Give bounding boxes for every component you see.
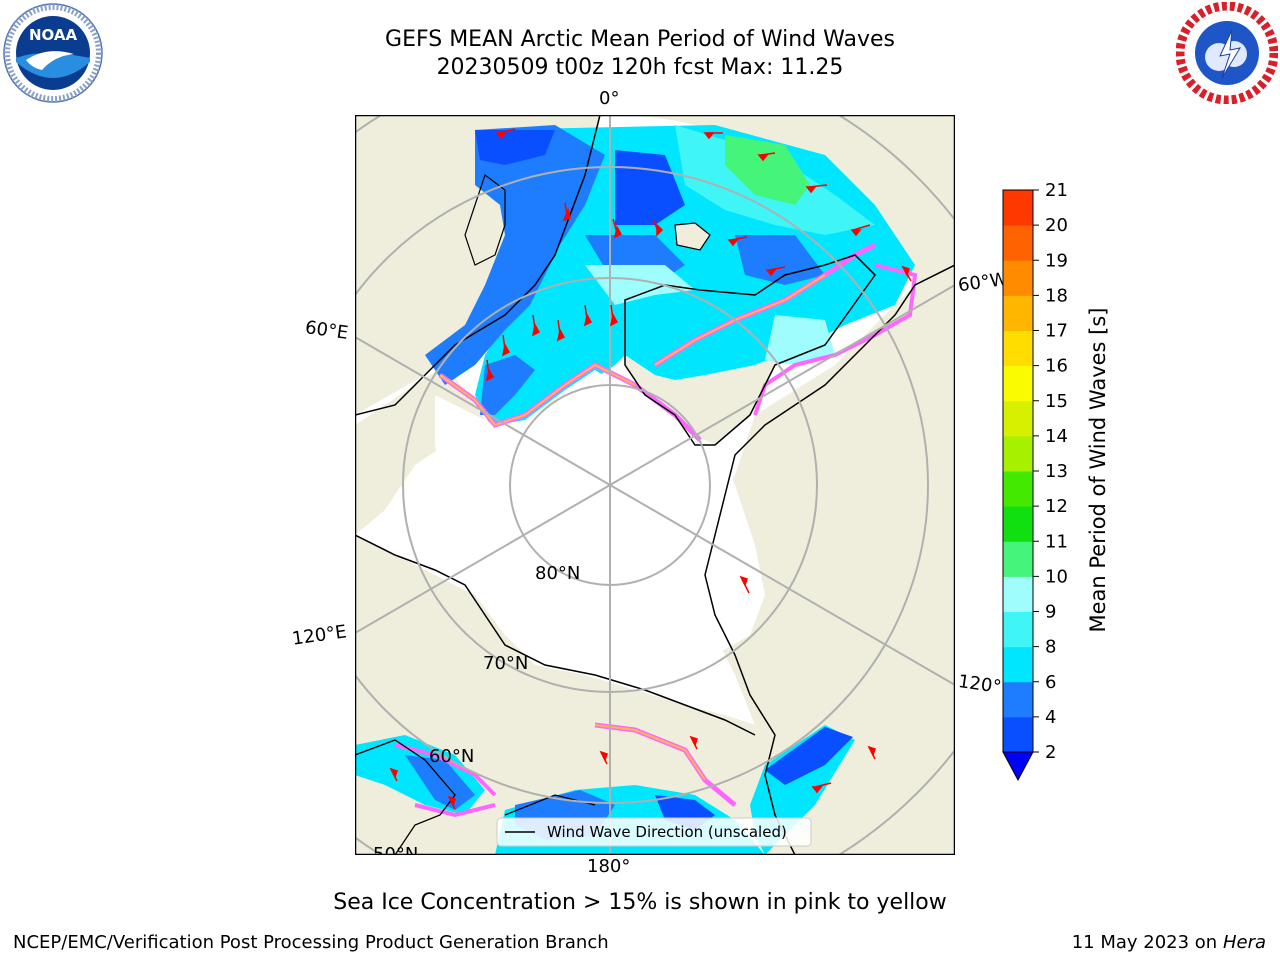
colorbar-segment — [1003, 365, 1033, 402]
colorbar-segment — [1003, 330, 1033, 367]
lon-label-0: 0° — [599, 88, 620, 109]
footer-date: 11 May 2023 on — [1071, 932, 1218, 953]
lat-label-70n: 70°N — [483, 653, 528, 674]
colorbar-tick-label: 6 — [1045, 672, 1056, 693]
colorbar-tick-label: 14 — [1045, 426, 1068, 447]
footer-left: NCEP/EMC/Verification Post Processing Pr… — [13, 932, 609, 953]
colorbar-tick-label: 21 — [1045, 180, 1068, 201]
colorbar-segment — [1003, 646, 1033, 683]
colorbar-segment — [1003, 295, 1033, 331]
colorbar-segment — [1003, 260, 1033, 296]
lat-label-80n: 80°N — [535, 563, 580, 584]
coastline-eurasia — [355, 115, 601, 416]
polar-map: Wind Wave Direction (unscaled) 80°N 70°N… — [355, 115, 955, 855]
lat-label-60n: 60°N — [429, 746, 474, 767]
colorbar-tick-label: 8 — [1045, 637, 1056, 658]
colorbar-segment — [1003, 400, 1033, 437]
colorbar-tick-label: 16 — [1045, 356, 1068, 377]
colorbar-tick-label: 10 — [1045, 566, 1068, 587]
wave-max-region — [725, 135, 810, 205]
colorbar-segment — [1003, 576, 1033, 612]
land-north-america — [695, 265, 954, 854]
noaa-logo: NOAA — [3, 3, 103, 103]
colorbar-tick-label: 20 — [1045, 215, 1068, 236]
colorbar-segment — [1003, 716, 1033, 753]
lon-label-180: 180° — [587, 856, 631, 877]
map-legend-label: Wind Wave Direction (unscaled) — [547, 823, 787, 841]
colorbar-segment — [1003, 506, 1033, 542]
colorbar-segment — [1003, 225, 1033, 261]
colorbar-tick-label: 4 — [1045, 707, 1056, 728]
footer-right: 11 May 2023 on Hera — [1072, 932, 1266, 953]
lat-label-50n: 50°N — [373, 844, 418, 855]
coastline-north-america — [704, 264, 954, 854]
colorbar-segment — [1003, 541, 1033, 577]
colorbar-tick-label: 2 — [1045, 742, 1056, 763]
sea-ice-note: Sea Ice Concentration > 15% is shown in … — [333, 890, 947, 915]
colorbar-segment — [1003, 681, 1033, 718]
map-frame — [355, 115, 955, 855]
colorbar-tick-label: 18 — [1045, 285, 1068, 306]
colorbar-tick-label: 19 — [1045, 250, 1068, 271]
colorbar-tick-label: 15 — [1045, 391, 1068, 412]
colorbar-segment — [1003, 435, 1033, 472]
graticule — [355, 115, 954, 854]
colorbar-segment — [1003, 190, 1033, 226]
noaa-logo-text: NOAA — [29, 26, 78, 44]
colorbar-tick-label: 11 — [1045, 531, 1068, 552]
nws-logo — [1176, 2, 1278, 104]
footer-host: Hera — [1222, 932, 1266, 953]
chart-title: GEFS MEAN Arctic Mean Period of Wind Wav… — [385, 27, 895, 52]
colorbar-segment — [1003, 471, 1033, 507]
colorbar-segment — [1003, 611, 1033, 648]
colorbar-tick-label: 12 — [1045, 496, 1068, 517]
colorbar-extend-min — [1002, 751, 1034, 782]
coastline-siberia — [355, 534, 756, 736]
lon-label-120e: 120°E — [290, 621, 348, 650]
lon-label-60e: 60°E — [303, 317, 350, 344]
colorbar-tick-label: 17 — [1045, 321, 1068, 342]
iceland — [674, 222, 711, 251]
coastline-greenland — [624, 254, 876, 446]
chart-subtitle: 20230509 t00z 120h fcst Max: 11.25 — [436, 55, 844, 80]
colorbar-tick-label: 13 — [1045, 461, 1068, 482]
map-legend-box — [496, 817, 812, 847]
colorbar-tick-label: 9 — [1045, 602, 1056, 623]
colorbar-label: Mean Period of Wind Waves [s] — [1086, 307, 1110, 633]
wave-direction-arrows — [389, 128, 912, 810]
colorbar: 2 4 6 8 9 10 11 12 13 14 15 16 17 18 19 20 21 — [1002, 180, 1068, 782]
